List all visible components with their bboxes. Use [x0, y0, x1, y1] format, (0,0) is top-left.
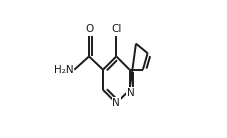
Text: N: N	[112, 98, 120, 108]
Text: O: O	[84, 24, 93, 34]
Text: H₂N: H₂N	[53, 65, 73, 75]
Text: N: N	[126, 87, 134, 98]
Text: Cl: Cl	[111, 24, 121, 34]
